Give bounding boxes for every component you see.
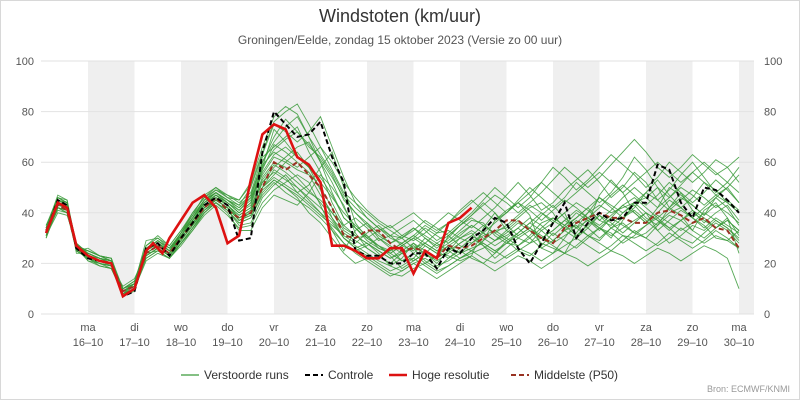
- chart-subtitle: Groningen/Eelde, zondag 15 oktober 2023 …: [237, 33, 563, 47]
- day-band: [88, 61, 135, 314]
- x-tick-date-label: 26–10: [538, 337, 569, 349]
- y-tick-label-right: 80: [764, 107, 776, 119]
- ensemble-member-line: [45, 105, 740, 295]
- legend-control-line-icon: [305, 374, 323, 376]
- x-tick-date-label: 18–10: [166, 337, 197, 349]
- x-tick-day-label: ma: [731, 322, 747, 334]
- legend-item-ensemble[interactable]: Verstoorde runs: [181, 366, 289, 384]
- median-p50-line: [45, 160, 740, 293]
- x-tick-day-label: di: [130, 322, 139, 334]
- x-tick-day-label: vr: [595, 322, 605, 334]
- x-tick-date-label: 30–10: [724, 337, 755, 349]
- x-tick-date-label: 20–10: [259, 337, 290, 349]
- legend-ensemble-line-icon: [181, 374, 199, 376]
- legend: Verstoorde runs Controle Hoge resolutie …: [0, 366, 800, 384]
- x-tick-day-label: di: [456, 322, 465, 334]
- day-band: [367, 61, 414, 314]
- x-tick-day-label: do: [221, 322, 233, 334]
- legend-median-label: Middelste (P50): [534, 368, 619, 382]
- legend-item-control[interactable]: Controle: [305, 366, 373, 384]
- ensemble-member-line: [45, 164, 740, 292]
- legend-median-line-icon: [511, 374, 529, 376]
- y-tick-label-right: 0: [764, 309, 770, 321]
- y-tick-label-left: 40: [22, 208, 34, 220]
- day-band: [460, 61, 507, 314]
- y-tick-label-right: 100: [764, 56, 782, 68]
- x-tick-day-label: zo: [687, 322, 699, 334]
- day-band: [739, 61, 754, 314]
- legend-ensemble-label: Verstoorde runs: [204, 368, 289, 382]
- y-tick-label-right: 60: [764, 157, 776, 169]
- x-tick-day-label: do: [547, 322, 559, 334]
- high-resolution-line: [44, 122, 473, 299]
- y-tick-label-left: 60: [22, 157, 34, 169]
- x-tick-date-label: 17–10: [119, 337, 150, 349]
- x-tick-day-label: ma: [406, 322, 422, 334]
- y-tick-label-right: 40: [764, 208, 776, 220]
- x-tick-date-label: 28–10: [631, 337, 662, 349]
- chart-title: Windstoten (km/uur): [318, 6, 482, 26]
- control-line: [45, 109, 740, 298]
- x-tick-day-label: za: [315, 322, 328, 334]
- x-tick-date-label: 25–10: [491, 337, 522, 349]
- x-tick-date-label: 22–10: [352, 337, 383, 349]
- ensemble-member-line: [45, 146, 740, 290]
- source-credit: Bron: ECMWF/KNMI: [706, 384, 790, 394]
- x-tick-date-label: 16–10: [73, 337, 104, 349]
- legend-item-high-res[interactable]: Hoge resolutie: [389, 366, 489, 384]
- x-tick-date-label: 29–10: [677, 337, 708, 349]
- x-tick-day-label: wo: [173, 322, 188, 334]
- ensemble-member-line: [45, 181, 740, 295]
- y-tick-label-left: 0: [28, 309, 34, 321]
- x-tick-day-label: vr: [269, 322, 279, 334]
- x-tick-date-label: 21–10: [305, 337, 336, 349]
- y-tick-label-left: 80: [22, 107, 34, 119]
- legend-item-median[interactable]: Middelste (P50): [511, 366, 618, 384]
- y-tick-label-left: 20: [22, 258, 34, 270]
- x-tick-date-label: 23–10: [398, 337, 429, 349]
- day-band: [553, 61, 600, 314]
- x-tick-day-label: ma: [80, 322, 96, 334]
- x-tick-date-label: 24–10: [445, 337, 476, 349]
- x-tick-day-label: za: [640, 322, 653, 334]
- y-tick-label-left: 100: [16, 56, 34, 68]
- x-tick-day-label: wo: [498, 322, 513, 334]
- y-tick-label-right: 20: [764, 258, 776, 270]
- legend-control-label: Controle: [328, 368, 374, 382]
- legend-high-res-label: Hoge resolutie: [412, 368, 490, 382]
- x-tick-day-label: zo: [361, 322, 373, 334]
- ensemble-member-line: [45, 103, 740, 290]
- x-tick-date-label: 19–10: [212, 337, 243, 349]
- x-tick-date-label: 27–10: [584, 337, 615, 349]
- day-band: [181, 61, 228, 314]
- legend-high-res-line-icon: [389, 373, 407, 377]
